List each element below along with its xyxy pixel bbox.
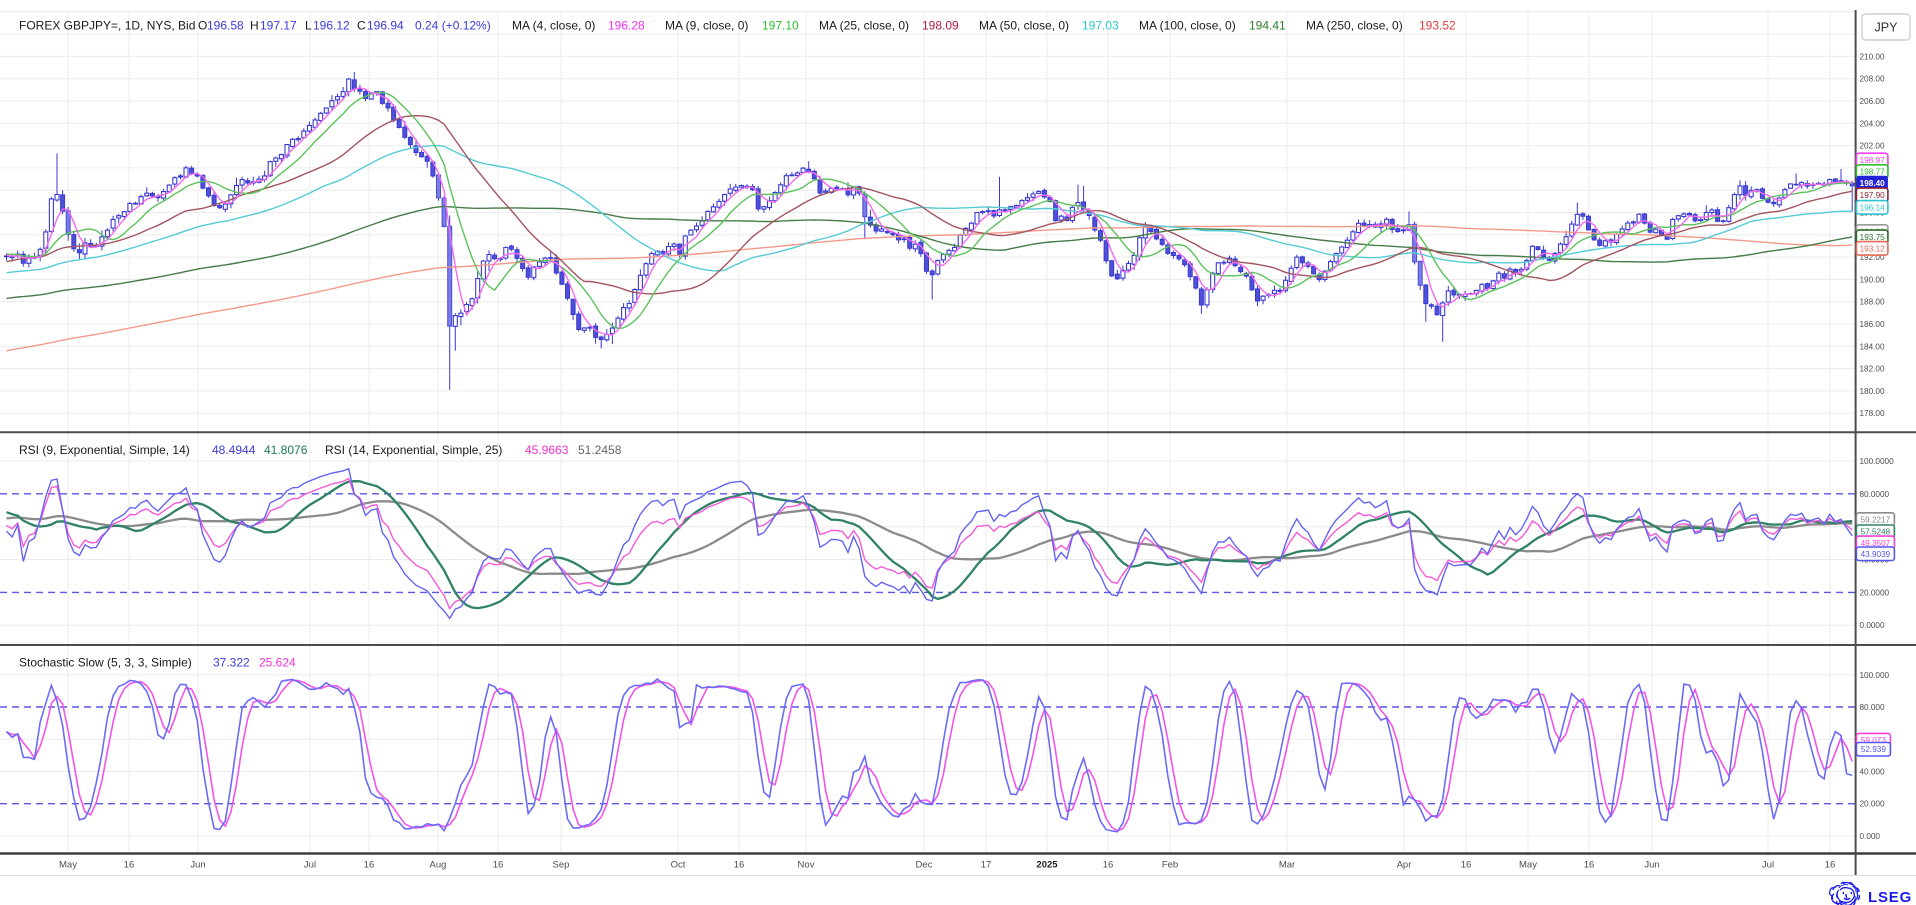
svg-text:JPY: JPY [1875,21,1899,35]
svg-text:Jul: Jul [304,860,316,871]
svg-text:25.624: 25.624 [259,656,296,670]
svg-text:16: 16 [1461,860,1472,871]
svg-text:208.00: 208.00 [1860,75,1885,84]
svg-text:40.000: 40.000 [1860,768,1885,777]
svg-text:Stochastic Slow (5, 3, 3, Simp: Stochastic Slow (5, 3, 3, Simple) [19,656,192,670]
svg-text:16: 16 [1103,860,1114,871]
svg-text:192.00: 192.00 [1860,253,1885,262]
svg-text:Jun: Jun [1644,860,1659,871]
svg-text:RSI (14, Exponential, Simple,: RSI (14, Exponential, Simple, 25) [325,443,502,457]
svg-text:202.00: 202.00 [1860,142,1885,151]
svg-text:43.9039: 43.9039 [1861,550,1891,559]
svg-text:196.58: 196.58 [207,19,244,33]
svg-text:H: H [250,19,259,33]
svg-text:May: May [59,860,77,871]
svg-text:100.0000: 100.0000 [1860,457,1895,466]
svg-text:178.00: 178.00 [1860,409,1885,418]
svg-text:Sep: Sep [553,860,570,871]
svg-text:16: 16 [1825,860,1836,871]
svg-text:48.4944: 48.4944 [212,443,256,457]
svg-text:Nov: Nov [798,860,815,871]
svg-text:198.09: 198.09 [922,19,959,33]
svg-text:197.17: 197.17 [260,19,297,33]
svg-text:O: O [198,19,207,33]
svg-text:197.90: 197.90 [1860,191,1885,200]
svg-text:RSI (9, Exponential, Simple, 1: RSI (9, Exponential, Simple, 14) [19,443,190,457]
svg-text:MA (9, close, 0): MA (9, close, 0) [665,19,748,33]
svg-text:0.000: 0.000 [1860,832,1881,841]
svg-text:Jun: Jun [190,860,205,871]
svg-text:L: L [305,19,312,33]
svg-text:MA (50, close, 0): MA (50, close, 0) [979,19,1069,33]
svg-text:Mar: Mar [1279,860,1295,871]
svg-text:188.00: 188.00 [1860,298,1885,307]
svg-text:May: May [1519,860,1537,871]
svg-text:51.2458: 51.2458 [578,443,622,457]
svg-text:59.2217: 59.2217 [1861,516,1891,525]
svg-text:16: 16 [1584,860,1595,871]
svg-text:41.8076: 41.8076 [264,443,308,457]
svg-text:196.12: 196.12 [313,19,350,33]
svg-text:210.00: 210.00 [1860,52,1885,61]
svg-text:52.939: 52.939 [1861,745,1886,754]
svg-text:17: 17 [981,860,992,871]
svg-text:190.00: 190.00 [1860,275,1885,284]
svg-text:198.97: 198.97 [1860,156,1885,165]
svg-text:204.00: 204.00 [1860,119,1885,128]
svg-text:45.9663: 45.9663 [525,443,569,457]
svg-text:16: 16 [493,860,504,871]
svg-text:197.10: 197.10 [762,19,799,33]
svg-text:196.14: 196.14 [1860,203,1885,212]
svg-text:C: C [357,19,366,33]
svg-text:MA (4, close, 0): MA (4, close, 0) [512,19,595,33]
svg-text:Oct: Oct [671,860,686,871]
svg-text:Aug: Aug [430,860,447,871]
svg-text:0.0000: 0.0000 [1860,621,1885,630]
svg-text:20.000: 20.000 [1860,800,1885,809]
svg-text:57.5248: 57.5248 [1861,528,1891,537]
svg-text:198.40: 198.40 [1860,179,1885,188]
svg-text:182.00: 182.00 [1860,365,1885,374]
svg-text:196.94: 196.94 [367,19,404,33]
svg-text:Apr: Apr [1397,860,1412,871]
svg-text:193.12: 193.12 [1860,244,1885,253]
svg-text:LSEG: LSEG [1868,889,1912,905]
svg-text:Feb: Feb [1162,860,1178,871]
svg-text:0.24 (+0.12%): 0.24 (+0.12%) [415,19,491,33]
svg-text:49.3507: 49.3507 [1861,539,1891,548]
svg-text:194.41: 194.41 [1249,19,1286,33]
svg-text:MA (100, close, 0): MA (100, close, 0) [1139,19,1236,33]
svg-text:Jul: Jul [1762,860,1774,871]
svg-text:FOREX GBPJPY=, 1D, NYS, Bid: FOREX GBPJPY=, 1D, NYS, Bid [19,19,195,33]
svg-text:16: 16 [734,860,745,871]
svg-text:MA (25, close, 0): MA (25, close, 0) [819,19,909,33]
svg-text:16: 16 [124,860,135,871]
svg-text:206.00: 206.00 [1860,97,1885,106]
svg-text:37.322: 37.322 [213,656,250,670]
svg-text:197.03: 197.03 [1082,19,1119,33]
svg-text:MA (250, close, 0): MA (250, close, 0) [1306,19,1403,33]
svg-text:196.28: 196.28 [608,19,645,33]
svg-text:59.073: 59.073 [1861,736,1886,745]
svg-text:Dec: Dec [916,860,933,871]
svg-text:193.52: 193.52 [1419,19,1456,33]
svg-text:80.0000: 80.0000 [1860,490,1890,499]
svg-text:180.00: 180.00 [1860,387,1885,396]
svg-text:2025: 2025 [1036,860,1058,871]
svg-text:184.00: 184.00 [1860,342,1885,351]
svg-text:100.000: 100.000 [1860,671,1890,680]
svg-text:20.0000: 20.0000 [1860,588,1890,597]
svg-text:198.77: 198.77 [1860,168,1885,177]
svg-text:80.000: 80.000 [1860,703,1885,712]
svg-text:16: 16 [364,860,375,871]
svg-text:186.00: 186.00 [1860,320,1885,329]
svg-text:193.75: 193.75 [1860,233,1885,242]
